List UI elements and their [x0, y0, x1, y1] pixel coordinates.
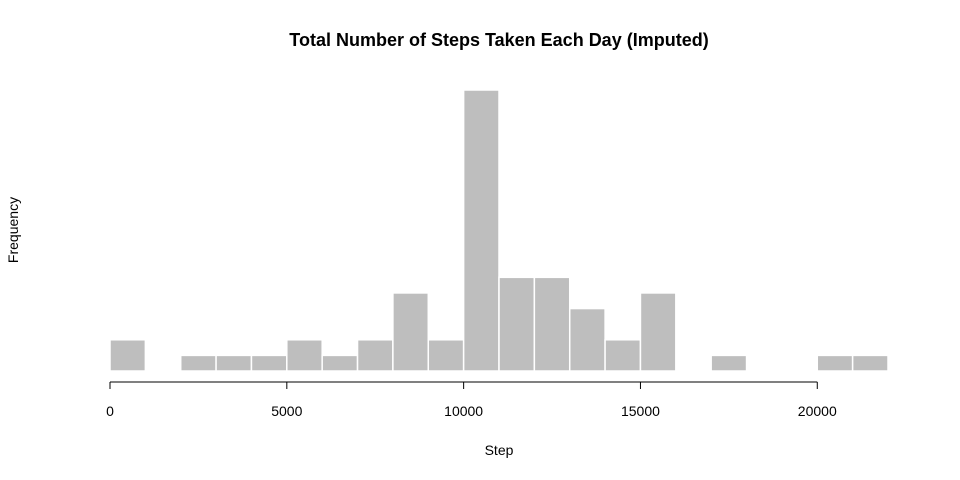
histogram-bar-21000: [851, 354, 889, 372]
histogram-bar-10000: [462, 89, 500, 372]
histogram-bar-7000: [356, 339, 394, 372]
histogram-bar-13000: [568, 307, 606, 372]
x-tick-label-0: 0: [106, 403, 114, 419]
histogram-bar-11000: [498, 276, 536, 372]
histogram-bar-15000: [639, 292, 677, 372]
histogram-bar-3000: [215, 354, 253, 372]
x-axis: 0 5000 10000 15000 20000: [106, 381, 837, 419]
histogram-bar-20000: [816, 354, 854, 372]
histogram-bar-8000: [392, 292, 430, 372]
histogram-bar-2000: [179, 354, 217, 372]
histogram-bar-6000: [321, 354, 359, 372]
histogram-bar-5000: [286, 339, 323, 372]
chart-title: Total Number of Steps Taken Each Day (Im…: [289, 30, 708, 50]
x-tick-label-10000: 10000: [444, 403, 483, 419]
x-tick-label-20000: 20000: [798, 403, 837, 419]
histogram-bar-12000: [533, 276, 571, 372]
histogram-bar-17000: [710, 354, 748, 372]
y-axis-label: Frequency: [5, 197, 21, 263]
histogram-bars: [109, 89, 889, 372]
x-tick-label-15000: 15000: [621, 403, 660, 419]
histogram-bar-0: [109, 339, 147, 372]
histogram-bar-4000: [250, 354, 288, 372]
histogram-bar-9000: [427, 339, 465, 372]
histogram-bar-14000: [604, 339, 642, 372]
x-axis-label: Step: [485, 442, 514, 458]
x-tick-label-5000: 5000: [271, 403, 302, 419]
